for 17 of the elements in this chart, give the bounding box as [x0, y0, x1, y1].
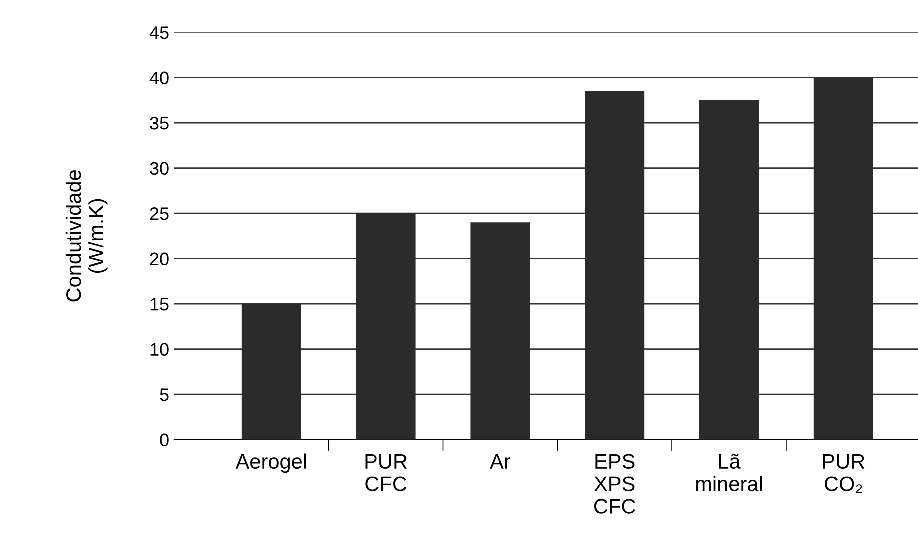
x-tick-label: PUR CFC — [366, 454, 408, 492]
y-tick-label: 20 — [150, 252, 169, 266]
y-axis-title: Condutividade (W/m.K) — [66, 170, 108, 302]
y-tick-label: 30 — [150, 162, 169, 176]
x-tick-label: EPS XPS CFC — [594, 454, 636, 514]
y-tick-label: 35 — [150, 117, 169, 130]
y-tick-label: 15 — [150, 298, 169, 311]
x-tick-label: Lã mineral — [696, 454, 762, 492]
y-tick-label: 5 — [160, 388, 169, 402]
y-tick-label: 40 — [150, 72, 169, 85]
x-tick-label: Ar — [490, 454, 511, 469]
y-tick-label: 10 — [150, 343, 169, 356]
y-tick-label: 25 — [150, 208, 169, 220]
y-tick-label: 45 — [150, 26, 169, 40]
y-tick-label: 0 — [160, 434, 169, 447]
x-tick-label: PUR CO₂ — [823, 454, 865, 494]
x-tick-label: Aerogel — [236, 454, 306, 474]
